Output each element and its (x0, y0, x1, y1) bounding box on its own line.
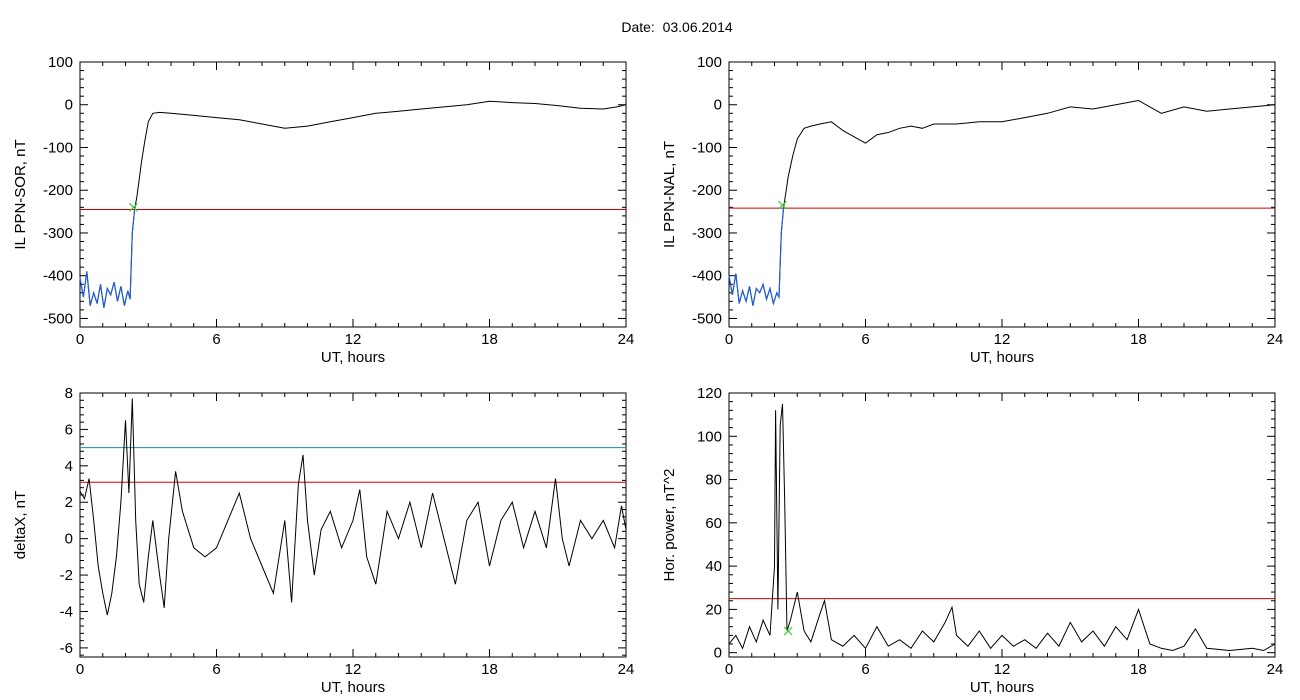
y-tick-label: 8 (65, 385, 73, 402)
series-line-1 (79, 100, 627, 308)
date-value: 03.06.2014 (662, 19, 733, 35)
page-title: Date: 03.06.2014 (0, 19, 1300, 35)
y-tick-label: 6 (65, 421, 73, 438)
x-tick-label: 18 (481, 661, 498, 678)
x-tick-label: 6 (861, 331, 869, 348)
y-tick-label: 0 (65, 97, 73, 114)
x-tick-label: 0 (725, 331, 733, 348)
x-tick-label: 12 (994, 331, 1011, 348)
y-axis-title: IL PPN-NAL, nT (661, 141, 678, 248)
y-tick-label: -200 (692, 182, 722, 199)
y-tick-label: -6 (60, 640, 73, 657)
y-tick-label: -400 (692, 268, 722, 285)
y-tick-label: 0 (65, 531, 73, 548)
y-tick-label: 0 (714, 97, 722, 114)
y-tick-label: 100 (48, 54, 73, 71)
x-tick-label: 0 (76, 661, 84, 678)
plot-frame-4 (728, 392, 1276, 658)
y-axis-title: deltaX, nT (12, 491, 29, 559)
y-tick-label: 20 (705, 601, 722, 618)
plot-frame-2 (728, 61, 1276, 328)
date-label: Date: (621, 19, 655, 35)
x-tick-label: 18 (1130, 661, 1147, 678)
y-tick-label: 0 (714, 645, 722, 662)
y-tick-label: -500 (692, 310, 722, 327)
x-tick-label: 0 (76, 331, 84, 348)
y-tick-label: 60 (705, 515, 722, 532)
x-tick-label: 24 (618, 331, 635, 348)
x-axis-title: UT, hours (970, 349, 1034, 366)
y-tick-label: 120 (697, 385, 722, 402)
y-tick-label: 100 (697, 428, 722, 445)
crossing-marker (778, 200, 787, 210)
x-tick-label: 18 (481, 331, 498, 348)
crossing-marker (129, 202, 138, 212)
x-axis-title: UT, hours (321, 679, 385, 696)
y-tick-label: 2 (65, 494, 73, 511)
y-tick-label: -500 (43, 310, 73, 327)
y-tick-label: -4 (60, 603, 73, 620)
x-tick-label: 24 (618, 661, 635, 678)
x-tick-label: 0 (725, 661, 733, 678)
series-line-1 (728, 99, 1276, 306)
selected-interval-line (728, 207, 785, 306)
crossing-marker (783, 626, 793, 636)
y-tick-label: -100 (43, 139, 73, 156)
y-tick-label: -2 (60, 567, 73, 584)
series-line-1 (79, 398, 627, 616)
y-axis-title: Hor. power, nT^2 (661, 469, 678, 582)
y-tick-label: 40 (705, 558, 722, 575)
y-tick-label: 80 (705, 472, 722, 489)
y-tick-label: 100 (697, 54, 722, 71)
y-tick-label: -100 (692, 139, 722, 156)
x-axis-title: UT, hours (970, 679, 1034, 696)
x-axis-title: UT, hours (321, 349, 385, 366)
x-tick-label: 12 (345, 331, 362, 348)
y-tick-label: -200 (43, 182, 73, 199)
x-tick-label: 6 (861, 661, 869, 678)
x-tick-label: 12 (994, 661, 1011, 678)
selected-interval-line (79, 209, 136, 308)
y-tick-label: -300 (692, 225, 722, 242)
series-line-1 (728, 403, 1276, 652)
plot-frame-3 (79, 392, 627, 658)
x-tick-label: 24 (1267, 661, 1284, 678)
y-tick-label: -400 (43, 268, 73, 285)
x-tick-label: 6 (212, 331, 220, 348)
plot-frame-1 (79, 61, 627, 328)
y-tick-label: 4 (65, 458, 73, 475)
x-tick-label: 24 (1267, 331, 1284, 348)
y-tick-label: -300 (43, 225, 73, 242)
x-tick-label: 6 (212, 661, 220, 678)
y-axis-title: IL PPN-SOR, nT (12, 139, 29, 249)
x-tick-label: 12 (345, 661, 362, 678)
x-tick-label: 18 (1130, 331, 1147, 348)
